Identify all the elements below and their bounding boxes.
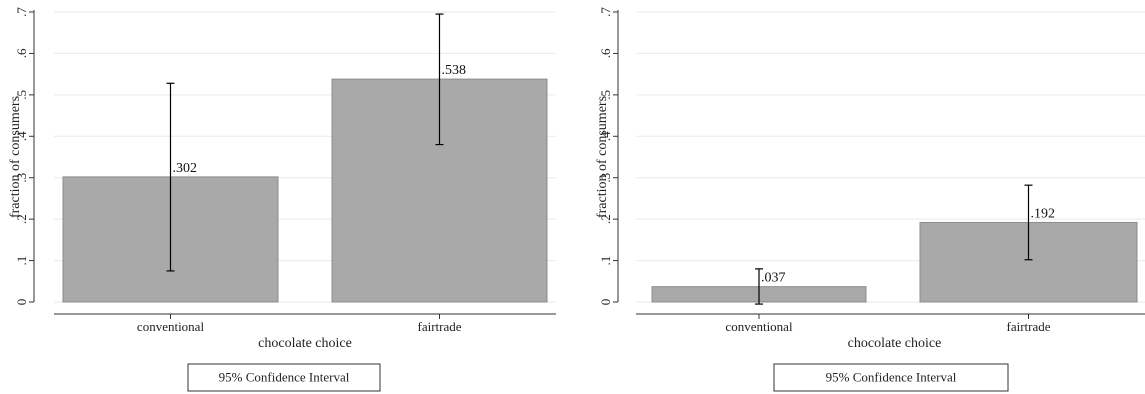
y-tick-label: .4 bbox=[14, 131, 29, 141]
y-tick-label: 0 bbox=[14, 299, 29, 306]
y-axis-label: fraction of consumers bbox=[595, 96, 610, 218]
y-axis-label: fraction of consumers bbox=[8, 96, 23, 218]
x-tick-label: fairtrade bbox=[417, 319, 461, 334]
legend-box bbox=[187, 363, 381, 392]
legend-label: 95% Confidence Interval bbox=[826, 370, 957, 385]
data-label-conventional: .302 bbox=[173, 161, 198, 176]
chart-panel-1: 0 .1 .2 .3 .4 .5 .6 .7 fraction of consumers .302… bbox=[8, 7, 556, 392]
x-tick-label: conventional bbox=[725, 319, 793, 334]
y-tick-label: .3 bbox=[598, 173, 613, 183]
legend-box bbox=[773, 363, 1009, 392]
legend: 95% Confidence Interval bbox=[773, 363, 1009, 392]
data-label-conventional: .037 bbox=[761, 271, 786, 286]
y-tick-label: .1 bbox=[598, 256, 613, 266]
y-tick-label: .7 bbox=[14, 7, 29, 17]
x-tick-label: conventional bbox=[137, 319, 205, 334]
y-tick-label: .6 bbox=[598, 48, 613, 58]
legend: 95% Confidence Interval bbox=[187, 363, 381, 392]
y-tick-label: .2 bbox=[598, 214, 613, 224]
legend-label: 95% Confidence Interval bbox=[219, 370, 350, 385]
y-tick-label: .7 bbox=[598, 7, 613, 17]
y-tick-label: .1 bbox=[14, 256, 29, 266]
x-axis-label: chocolate choice bbox=[258, 336, 352, 351]
y-tick-label: .5 bbox=[598, 90, 613, 100]
data-label-fairtrade: .538 bbox=[442, 63, 467, 78]
y-tick-label: .5 bbox=[14, 90, 29, 100]
y-tick-label: .2 bbox=[14, 214, 29, 224]
data-label-fairtrade: .192 bbox=[1031, 206, 1056, 221]
y-tick-label: .4 bbox=[598, 131, 613, 141]
x-axis-label: chocolate choice bbox=[848, 336, 942, 351]
x-tick-label: fairtrade bbox=[1006, 319, 1050, 334]
y-tick-label: .6 bbox=[14, 48, 29, 58]
y-tick-label: .3 bbox=[14, 173, 29, 183]
y-tick-label: 0 bbox=[598, 299, 613, 306]
chart-panel-2: 0 .1 .2 .3 .4 .5 .6 .7 fraction of consumers .037… bbox=[595, 7, 1145, 392]
